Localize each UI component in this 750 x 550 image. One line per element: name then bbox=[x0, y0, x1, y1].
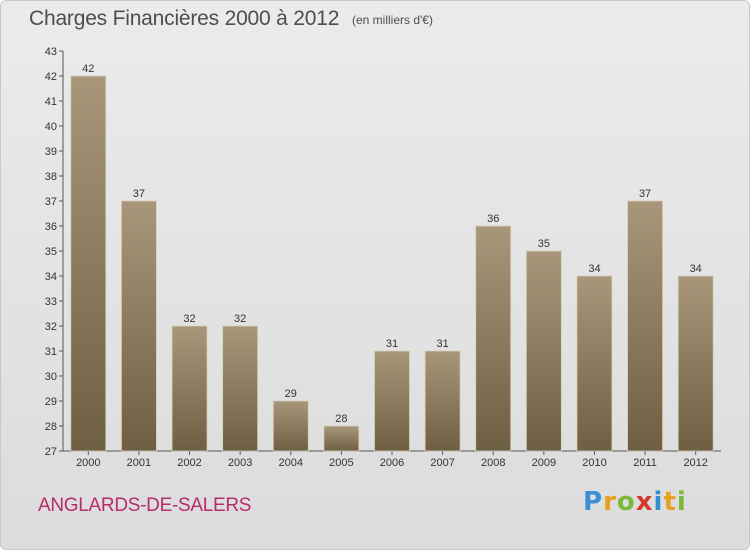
logo-letter: o bbox=[616, 487, 636, 517]
x-tick-label-2001: 2001 bbox=[127, 457, 151, 469]
proxiti-logo[interactable]: Proxiti bbox=[583, 487, 687, 517]
logo-letter: P bbox=[583, 487, 604, 517]
bar-2002 bbox=[171, 325, 208, 452]
bar-2007 bbox=[424, 350, 461, 452]
x-tick-label-2008: 2008 bbox=[481, 457, 505, 469]
commune-name: ANGLARDS-DE-SALERS bbox=[38, 495, 252, 516]
y-tick-label: 38 bbox=[45, 171, 57, 183]
x-tick-label-2005: 2005 bbox=[329, 457, 353, 469]
logo-letter: i bbox=[676, 487, 687, 517]
data-label-2011: 37 bbox=[639, 188, 651, 200]
y-tick-label: 39 bbox=[45, 146, 57, 158]
x-tick-label-2010: 2010 bbox=[582, 457, 606, 469]
data-label-2008: 36 bbox=[487, 213, 499, 225]
x-tick-label-2009: 2009 bbox=[532, 457, 556, 469]
y-tick-label: 30 bbox=[45, 371, 57, 383]
data-label-2004: 29 bbox=[285, 388, 297, 400]
y-tick-label: 29 bbox=[45, 396, 57, 408]
y-tick-label: 42 bbox=[45, 71, 57, 83]
y-tick-label: 27 bbox=[45, 446, 57, 458]
bar-2011 bbox=[627, 200, 663, 452]
data-label-2000: 42 bbox=[82, 63, 94, 75]
y-tick-label: 34 bbox=[45, 271, 57, 283]
data-label-2012: 34 bbox=[690, 263, 702, 275]
y-tick-label: 43 bbox=[45, 46, 57, 58]
bar-2010 bbox=[576, 275, 613, 452]
chart-subtitle: (en milliers d'€) bbox=[352, 13, 433, 27]
bar-2005 bbox=[323, 425, 360, 452]
bar-2006 bbox=[374, 350, 410, 452]
data-label-2010: 34 bbox=[588, 263, 600, 275]
y-tick-label: 31 bbox=[45, 346, 57, 358]
y-tick-label: 37 bbox=[45, 196, 57, 208]
logo-letter: t bbox=[663, 487, 677, 517]
bar-2009 bbox=[525, 250, 562, 452]
y-tick-label: 40 bbox=[45, 121, 57, 133]
x-tick-label-2006: 2006 bbox=[380, 457, 404, 469]
x-tick-label-2011: 2011 bbox=[633, 457, 657, 469]
x-tick-label-2012: 2012 bbox=[683, 457, 707, 469]
y-tick-label: 41 bbox=[45, 96, 57, 108]
data-label-2002: 32 bbox=[183, 313, 195, 325]
logo-letter: r bbox=[603, 487, 617, 517]
data-label-2006: 31 bbox=[386, 338, 398, 350]
data-label-2009: 35 bbox=[538, 238, 550, 250]
bar-2003 bbox=[222, 325, 259, 452]
bar-2004 bbox=[272, 400, 309, 452]
x-tick-label-2002: 2002 bbox=[177, 457, 201, 469]
x-tick-label-2007: 2007 bbox=[430, 457, 454, 469]
data-label-2005: 28 bbox=[335, 413, 347, 425]
chart-title: Charges Financières 2000 à 2012 bbox=[29, 7, 340, 30]
logo-letter: x bbox=[635, 487, 654, 517]
logo-letter: i bbox=[653, 487, 664, 517]
y-tick-label: 32 bbox=[45, 321, 57, 333]
bar-2000 bbox=[70, 75, 107, 452]
x-tick-label-2003: 2003 bbox=[228, 457, 252, 469]
y-tick-label: 36 bbox=[45, 221, 57, 233]
x-tick-label-2000: 2000 bbox=[76, 457, 100, 469]
x-tick-label-2004: 2004 bbox=[279, 457, 303, 469]
data-label-2007: 31 bbox=[436, 338, 448, 350]
y-tick-label: 33 bbox=[45, 296, 57, 308]
bar-2001 bbox=[121, 200, 157, 452]
y-tick-label: 35 bbox=[45, 246, 57, 258]
bar-2008 bbox=[475, 225, 512, 452]
data-label-2003: 32 bbox=[234, 313, 246, 325]
data-label-2001: 37 bbox=[133, 188, 145, 200]
y-tick-label: 28 bbox=[45, 421, 57, 433]
bar-2012 bbox=[677, 275, 714, 452]
